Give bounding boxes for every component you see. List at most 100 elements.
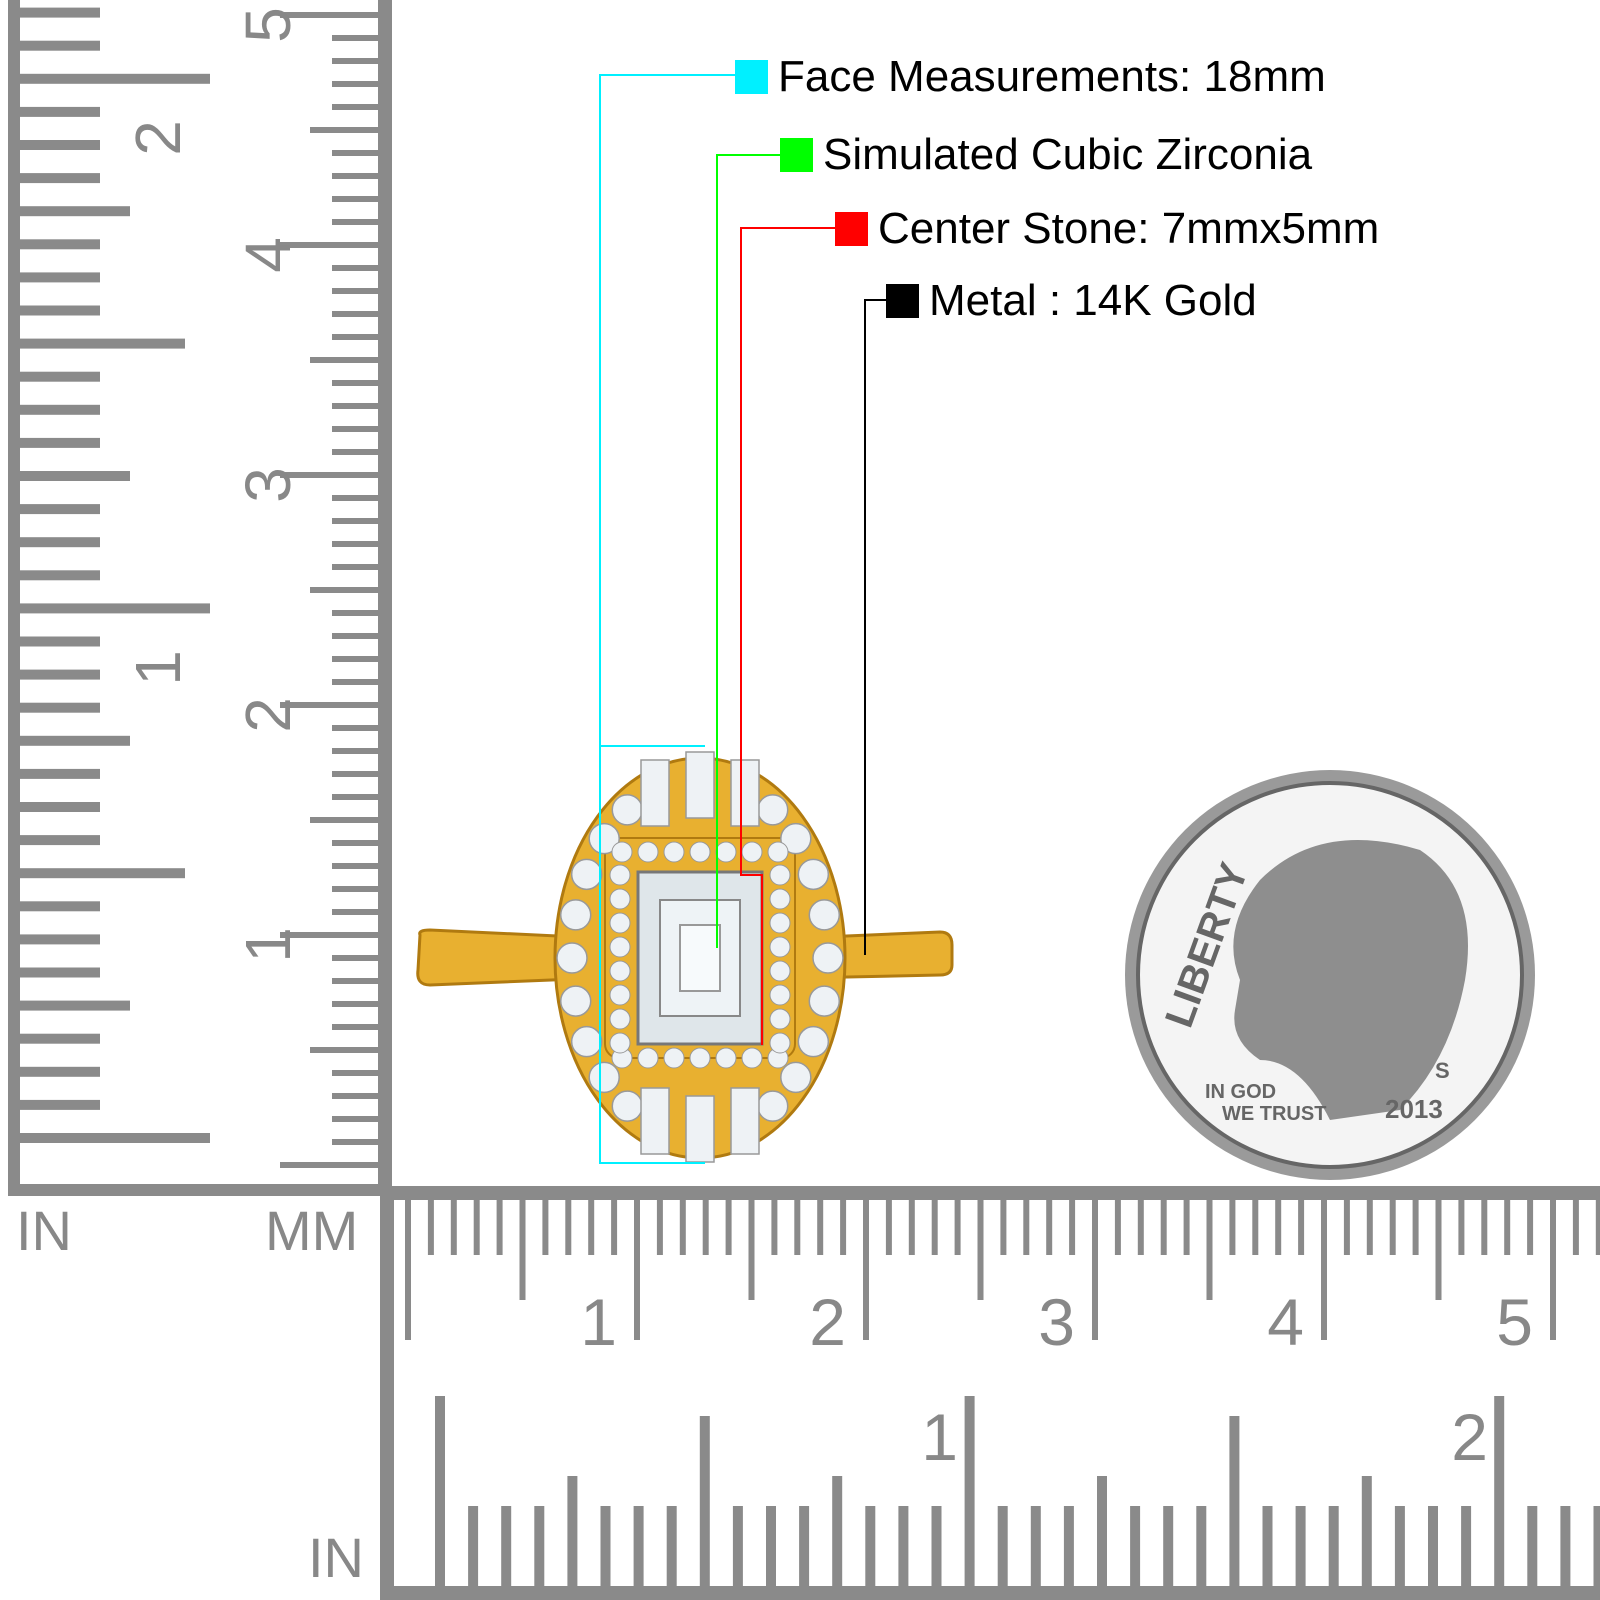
bottom-ruler-top-edge	[380, 1186, 1600, 1200]
mm-tick	[450, 1200, 457, 1255]
mm-tick	[1321, 1200, 1327, 1340]
inch-tick	[1527, 1506, 1538, 1586]
inch-tick	[20, 471, 130, 481]
mm-tick	[332, 840, 380, 846]
halo-stone	[769, 1008, 791, 1030]
inch-tick	[1295, 1506, 1306, 1586]
bottom-ruler-left-edge	[380, 1186, 394, 1600]
mm-tick	[332, 35, 380, 41]
inch-tick	[435, 1396, 445, 1586]
halo-stone	[570, 858, 603, 891]
inch-tick	[1593, 1506, 1600, 1586]
mm-tick	[1252, 1200, 1259, 1255]
inch-tick	[20, 636, 100, 647]
mm-tick	[817, 1200, 824, 1255]
inch-tick	[931, 1506, 942, 1586]
metal-label: Metal : 14K Gold	[929, 276, 1257, 325]
halo-stone	[769, 960, 791, 982]
halo-stone	[663, 1047, 685, 1069]
halo-stone	[609, 936, 631, 958]
left-ruler-mm-edge	[378, 0, 392, 1196]
mm-tick	[1366, 1200, 1373, 1255]
mm-tick	[332, 1139, 380, 1145]
mm-tick	[332, 403, 380, 409]
inch-tick	[567, 1476, 578, 1586]
mm-tick	[588, 1200, 595, 1255]
mm-tick	[332, 265, 380, 271]
inch-tick	[1328, 1506, 1339, 1586]
halo-stone	[689, 1047, 711, 1069]
mm-tick	[310, 127, 380, 133]
halo-stone	[588, 822, 620, 855]
legend-swatch	[886, 284, 919, 318]
mm-tick	[519, 1200, 526, 1300]
mm-tick	[332, 1024, 380, 1030]
inch-tick	[20, 1066, 100, 1077]
mm-tick	[332, 1001, 380, 1007]
bottom-inch-unit: IN	[308, 1526, 364, 1589]
inch-tick	[865, 1506, 876, 1586]
inch-tick	[20, 967, 100, 978]
cm-label: 2	[809, 1285, 846, 1359]
mm-tick	[954, 1200, 961, 1255]
mm-tick	[332, 679, 380, 685]
mm-tick	[1550, 1200, 1556, 1340]
mm-tick	[1114, 1200, 1121, 1255]
mm-tick	[702, 1200, 709, 1255]
inch-tick	[832, 1476, 843, 1586]
halo-stone	[588, 1061, 620, 1094]
halo-stone	[609, 912, 631, 934]
inch-tick	[20, 735, 130, 746]
inch-tick	[20, 802, 100, 812]
inch-tick	[20, 570, 100, 581]
inch-tick	[20, 140, 100, 150]
inch-tick	[20, 1033, 100, 1044]
baguette-stone	[640, 759, 670, 827]
inch-tick	[1030, 1506, 1041, 1586]
halo-stone	[808, 985, 841, 1017]
mm-tick	[748, 1200, 755, 1300]
inch-tick	[666, 1506, 677, 1586]
halo-stone	[609, 864, 631, 886]
inch-tick	[1130, 1506, 1141, 1586]
legend-swatch	[780, 138, 813, 172]
mm-tick	[332, 426, 380, 432]
inch-tick	[1461, 1506, 1472, 1586]
inch-tick	[501, 1506, 512, 1586]
cm-label: 2	[232, 697, 304, 733]
cm-label: 5	[1496, 1285, 1533, 1359]
mm-tick	[840, 1200, 847, 1255]
baguette-stone	[685, 751, 715, 819]
mm-tick	[332, 1070, 380, 1076]
mm-tick	[1275, 1200, 1282, 1255]
left-inch-unit: IN	[16, 1199, 72, 1262]
halo-stone	[556, 942, 588, 974]
face-measurement-line	[599, 74, 735, 1164]
mm-tick	[725, 1200, 732, 1255]
left-ruler-bottom-edge	[8, 1184, 392, 1196]
mm-tick	[1069, 1200, 1076, 1255]
mm-tick	[332, 81, 380, 87]
mm-tick	[332, 173, 380, 179]
baguette-stone	[640, 1087, 670, 1155]
mm-tick	[280, 472, 380, 478]
inch-tick	[20, 106, 100, 117]
cm-label: 1	[580, 1285, 617, 1359]
inch-tick	[20, 768, 100, 779]
mm-tick	[931, 1200, 938, 1255]
mm-tick	[332, 725, 380, 731]
mm-tick	[863, 1200, 869, 1340]
mm-tick	[332, 633, 380, 639]
halo-stone	[769, 984, 791, 1006]
inch-tick	[633, 1506, 644, 1586]
inch-tick	[20, 272, 100, 283]
halo-stone	[637, 841, 659, 863]
halo-stone	[797, 1025, 830, 1058]
inch-tick	[468, 1506, 479, 1586]
mm-tick	[977, 1200, 984, 1300]
bottom-ruler-bottom-edge	[380, 1586, 1600, 1600]
halo-stone	[715, 1047, 737, 1069]
cm-label: 1	[232, 927, 304, 963]
